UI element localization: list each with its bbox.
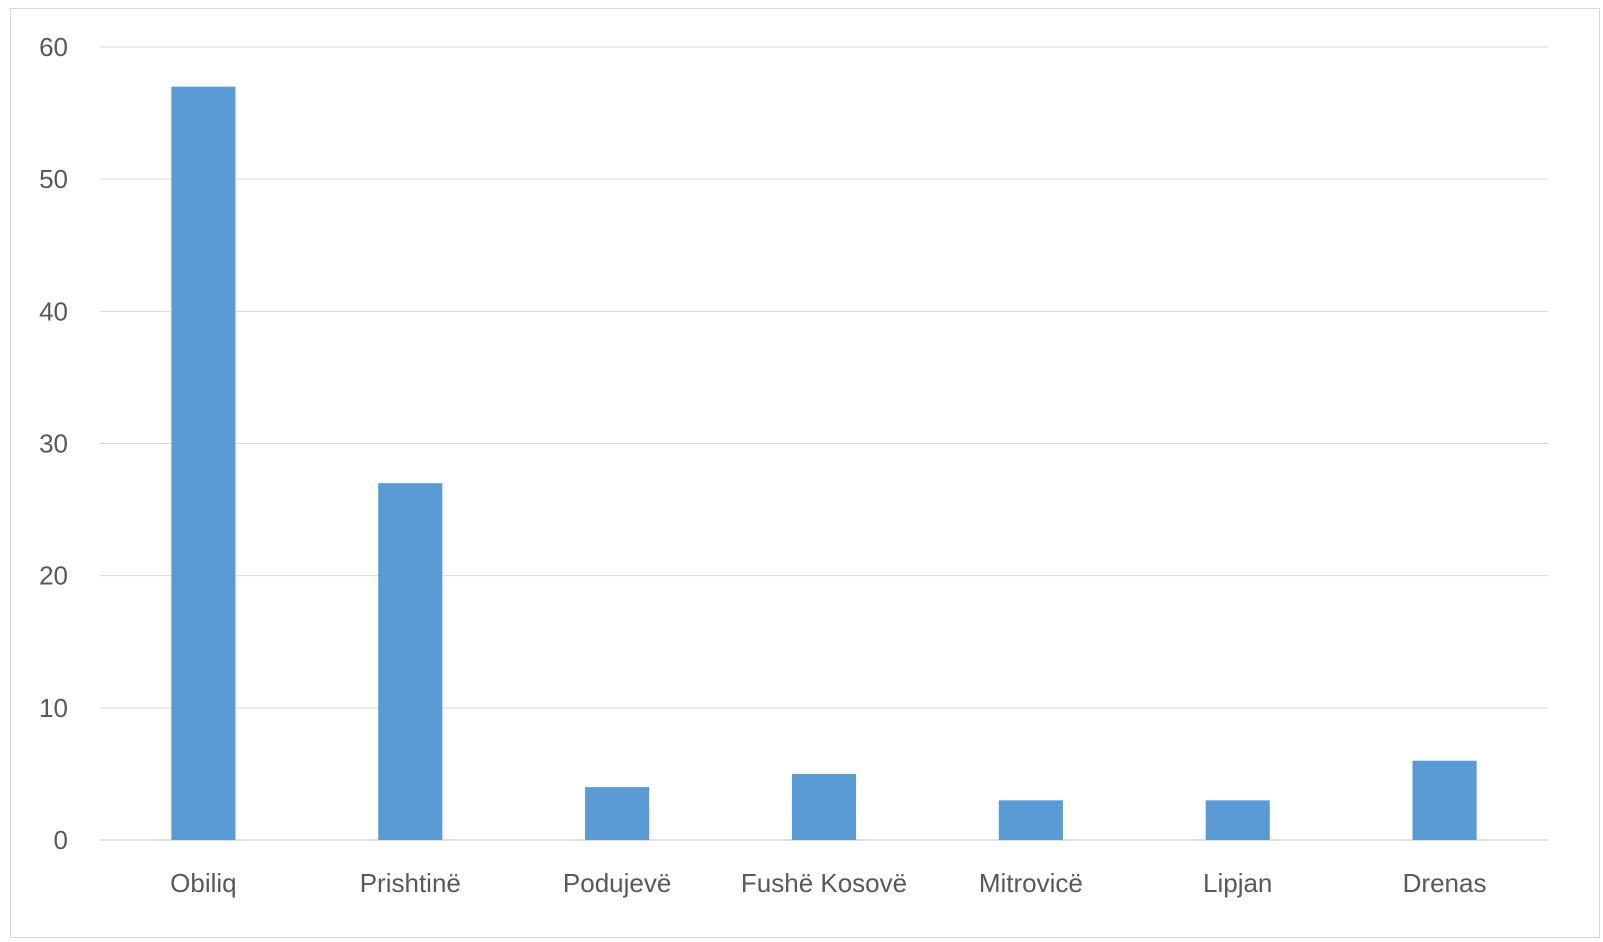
y-tick-label: 0 xyxy=(54,825,68,855)
y-axis-tick-labels: 0 10 20 30 40 50 60 xyxy=(39,32,68,855)
x-axis-tick-labels: Obiliq Prishtinë Podujevë Fushë Kosovë Mitro… xyxy=(170,868,1486,898)
bar-podujev- xyxy=(585,787,650,840)
x-tick-label: Prishtinë xyxy=(360,868,461,898)
bar-drenas xyxy=(1412,760,1477,840)
y-tick-label: 20 xyxy=(39,561,68,591)
y-tick-label: 40 xyxy=(39,296,68,326)
x-tick-label: Podujevë xyxy=(563,868,671,898)
bar-lipjan xyxy=(1205,800,1270,840)
bar-prishtin- xyxy=(378,483,443,840)
x-tick-label: Fushë Kosovë xyxy=(741,868,907,898)
x-tick-label: Lipjan xyxy=(1203,868,1272,898)
y-tick-label: 60 xyxy=(39,32,68,62)
y-tick-label: 50 xyxy=(39,164,68,194)
bars xyxy=(171,86,1477,840)
y-tick-label: 10 xyxy=(39,693,68,723)
y-tick-label: 30 xyxy=(39,429,68,459)
bar-fush-kosov- xyxy=(791,773,857,840)
x-tick-label: Obiliq xyxy=(170,868,236,898)
x-tick-label: Mitrovicë xyxy=(979,868,1083,898)
x-tick-label: Drenas xyxy=(1403,868,1487,898)
bar-obiliq xyxy=(171,86,236,840)
bar-mitrovic- xyxy=(998,800,1063,840)
gridlines xyxy=(100,46,1548,841)
